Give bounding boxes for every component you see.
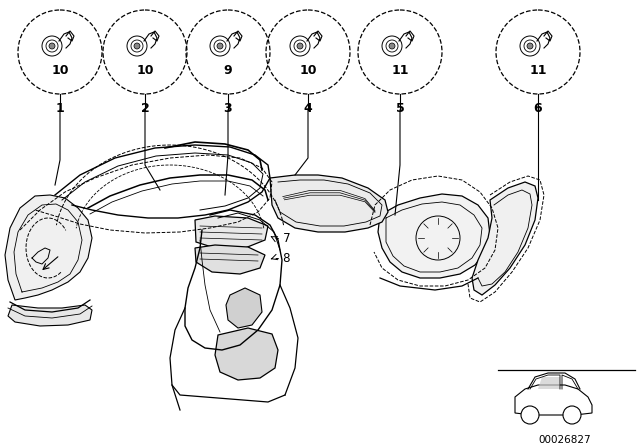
Text: 10: 10 bbox=[136, 65, 154, 78]
Text: 4: 4 bbox=[303, 102, 312, 115]
Text: 6: 6 bbox=[534, 102, 542, 115]
Text: 9: 9 bbox=[224, 65, 232, 78]
Text: - 7: - 7 bbox=[275, 232, 291, 245]
Text: 00026827: 00026827 bbox=[539, 435, 591, 445]
Polygon shape bbox=[515, 385, 592, 415]
Text: 10: 10 bbox=[300, 65, 317, 78]
Text: 11: 11 bbox=[391, 65, 409, 78]
Circle shape bbox=[527, 43, 533, 49]
Circle shape bbox=[49, 43, 55, 49]
Circle shape bbox=[217, 43, 223, 49]
Text: - 8: - 8 bbox=[275, 251, 291, 264]
Circle shape bbox=[297, 43, 303, 49]
Circle shape bbox=[521, 406, 539, 424]
Circle shape bbox=[389, 43, 395, 49]
Polygon shape bbox=[195, 216, 268, 248]
Circle shape bbox=[563, 406, 581, 424]
Polygon shape bbox=[215, 328, 278, 380]
Text: 10: 10 bbox=[51, 65, 68, 78]
Circle shape bbox=[134, 43, 140, 49]
Text: 5: 5 bbox=[396, 102, 404, 115]
Polygon shape bbox=[195, 245, 265, 274]
Text: 11: 11 bbox=[529, 65, 547, 78]
Polygon shape bbox=[270, 175, 388, 232]
Polygon shape bbox=[8, 305, 92, 326]
Text: 1: 1 bbox=[56, 102, 65, 115]
Text: 2: 2 bbox=[141, 102, 149, 115]
Polygon shape bbox=[538, 377, 560, 389]
Polygon shape bbox=[472, 182, 538, 295]
Text: 3: 3 bbox=[224, 102, 232, 115]
Polygon shape bbox=[226, 288, 262, 328]
Polygon shape bbox=[5, 195, 92, 300]
Polygon shape bbox=[378, 194, 490, 278]
